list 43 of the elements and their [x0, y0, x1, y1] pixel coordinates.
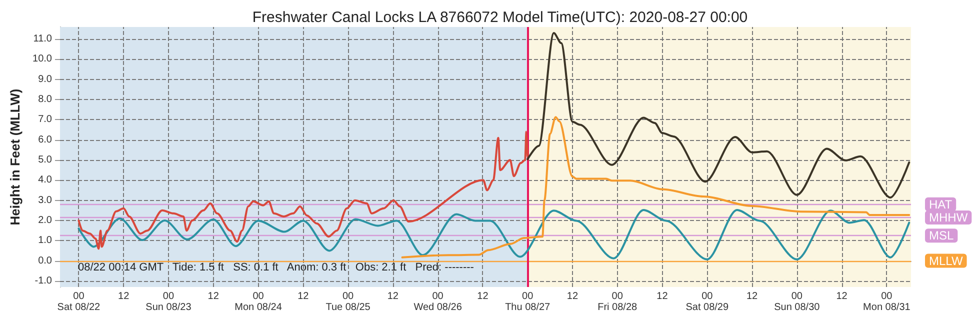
y-tick-label: 11.0 [33, 34, 52, 45]
x-tick-label: 00 Fri 08/28 [598, 291, 638, 313]
y-tick-label: 7.0 [38, 114, 52, 126]
annotation: 08/22 00:14 GMT Tide: 1.5 ft SS: 0.1 ft Anom: 0.3 ft Obs: 2.1 ft Pred: -------- [78, 262, 474, 274]
x-tick-label: 12 [477, 291, 489, 302]
x-tick-label: 00 Thu 08/27 [505, 291, 551, 313]
y-tick-label: 3.0 [38, 194, 52, 206]
x-tick-label: 00 Wed 08/26 [414, 291, 462, 313]
x-tick-label: 00 Sun 08/23 [146, 291, 192, 313]
line-series [401, 116, 910, 258]
x-tick-label: 00 Tue 08/25 [326, 291, 371, 313]
y-tick-label: 1.0 [38, 235, 52, 246]
x-tick-label: 12 [566, 291, 578, 302]
line-series [78, 130, 529, 250]
x-tick-label: 12 [208, 291, 220, 302]
x-tick-label: 12 [298, 291, 310, 302]
chart-title: Freshwater Canal Locks LA 8766072 Model Time(UTC): 2020-08-27 00:00 [252, 9, 748, 26]
y-tick-label: 5.0 [38, 154, 52, 166]
y-axis-title: Height in Feet (MLLW) [8, 88, 23, 226]
y-tick-label: 2.0 [38, 214, 52, 226]
y-tick-label: 6.0 [38, 134, 52, 146]
x-tick-label: 12 [118, 291, 130, 302]
x-tick-label: 00 Sat 08/22 [57, 291, 101, 313]
x-tick-label: 00 Sat 08/29 [686, 291, 729, 313]
y-tick-label: 10.0 [32, 54, 52, 65]
x-tick-label: 00 Mon 08/24 [234, 291, 282, 313]
line-series [526, 32, 910, 199]
ref-line-label: MHHW [929, 210, 968, 224]
y-tick-label: 8.0 [38, 94, 52, 106]
ref-line-label: MLLW [929, 254, 964, 268]
y-tick-label: 4.0 [38, 174, 52, 186]
x-tick-label: 12 [746, 291, 758, 302]
x-tick-label: 00 Mon 08/31 [863, 291, 911, 313]
ref-line-label: MSL [929, 228, 954, 243]
ref-line-label: HAT [929, 197, 953, 212]
x-tick-label: 12 [387, 291, 399, 302]
y-tick-label: 0.0 [38, 255, 52, 266]
y-tick-label: 9.0 [38, 74, 52, 85]
line-series [78, 209, 910, 260]
y-tick-label: -1.0 [34, 275, 52, 286]
x-tick-label: 12 [836, 291, 848, 302]
x-tick-label: 00 Sun 08/30 [774, 291, 820, 313]
x-tick-label: 12 [656, 291, 668, 302]
